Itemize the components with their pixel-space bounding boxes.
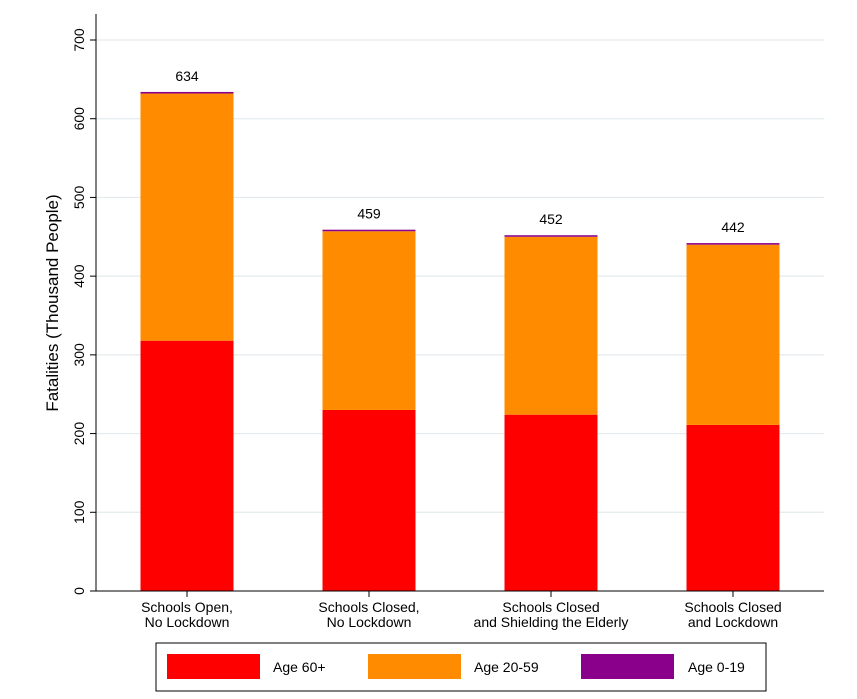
legend-label: Age 0-19 bbox=[688, 659, 745, 675]
category-label: Schools Closed, bbox=[318, 599, 419, 615]
y-tick-label: 500 bbox=[71, 186, 87, 210]
legend: Age 60+ Age 20-59 Age 0-19 bbox=[155, 642, 767, 692]
category-label: No Lockdown bbox=[145, 614, 230, 630]
bar-total-label: 442 bbox=[721, 219, 745, 235]
category-label: and Lockdown bbox=[688, 614, 778, 630]
bar-segment bbox=[140, 93, 234, 341]
y-tick-label: 200 bbox=[71, 422, 87, 446]
y-tick-label: 0 bbox=[71, 587, 87, 595]
category-label: Schools Closed bbox=[502, 599, 599, 615]
y-tick-label: 400 bbox=[71, 264, 87, 288]
category-label: Schools Open, bbox=[141, 599, 233, 615]
bar-segment bbox=[140, 340, 234, 591]
bar-segment bbox=[140, 91, 234, 94]
bar-segment bbox=[322, 229, 416, 232]
bars bbox=[140, 91, 780, 591]
bar-total-labels: 634 459 452 442 bbox=[175, 68, 745, 235]
category-label: and Shielding the Elderly bbox=[474, 614, 629, 630]
bar-segment bbox=[322, 409, 416, 591]
bar-total-label: 459 bbox=[357, 206, 381, 222]
legend-swatch bbox=[167, 654, 260, 679]
legend-label: Age 60+ bbox=[273, 659, 326, 675]
y-tick-label: 600 bbox=[71, 107, 87, 131]
y-tick-label: 700 bbox=[71, 28, 87, 52]
legend-swatch bbox=[581, 654, 674, 679]
bar-segment bbox=[504, 236, 598, 415]
bar-segment bbox=[686, 244, 780, 425]
y-axis-ticks: 0 100 200 300 400 500 600 700 bbox=[71, 28, 96, 595]
y-tick-label: 100 bbox=[71, 500, 87, 524]
category-label: No Lockdown bbox=[327, 614, 412, 630]
bar-total-label: 452 bbox=[539, 211, 563, 227]
y-tick-label: 300 bbox=[71, 343, 87, 367]
y-axis-title: Fatalities (Thousand People) bbox=[43, 194, 62, 411]
bar-segment bbox=[686, 243, 780, 245]
legend-label: Age 20-59 bbox=[474, 659, 539, 675]
bar-segment bbox=[686, 424, 780, 591]
category-label: Schools Closed bbox=[684, 599, 781, 615]
bar-total-label: 634 bbox=[175, 68, 199, 84]
bar-segment bbox=[504, 235, 598, 237]
bar-segment bbox=[504, 414, 598, 591]
legend-swatch bbox=[368, 654, 461, 679]
bar-segment bbox=[322, 231, 416, 410]
